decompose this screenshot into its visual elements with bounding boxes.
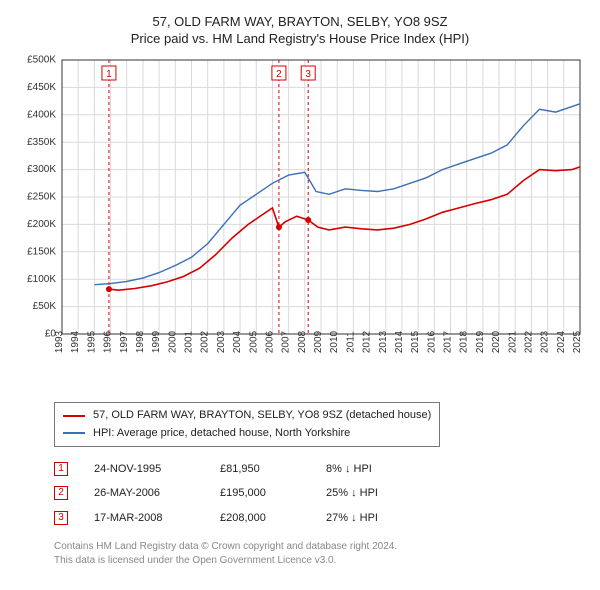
y-tick-label: £300K — [27, 164, 56, 175]
marker-number: 3 — [305, 69, 311, 80]
transaction-date: 26-MAY-2006 — [94, 481, 194, 505]
legend-row: 57, OLD FARM WAY, BRAYTON, SELBY, YO8 9S… — [63, 407, 431, 425]
chart-legend: 57, OLD FARM WAY, BRAYTON, SELBY, YO8 9S… — [54, 402, 440, 447]
y-tick-label: £100K — [27, 274, 56, 285]
transaction-price: £195,000 — [220, 481, 300, 505]
transaction-row: 3 17-MAR-2008 £208,000 27% ↓ HPI — [54, 506, 586, 530]
marker-dot — [276, 224, 282, 230]
transaction-row: 2 26-MAY-2006 £195,000 25% ↓ HPI — [54, 481, 586, 505]
y-tick-label: £450K — [27, 82, 56, 93]
y-tick-label: £350K — [27, 137, 56, 148]
y-tick-label: £200K — [27, 219, 56, 230]
transaction-hpi: 8% ↓ HPI — [326, 457, 416, 481]
legend-label: HPI: Average price, detached house, Nort… — [93, 425, 350, 443]
transaction-hpi: 25% ↓ HPI — [326, 481, 416, 505]
y-tick-label: £250K — [27, 192, 56, 203]
y-tick-label: £400K — [27, 109, 56, 120]
transaction-table: 1 24-NOV-1995 £81,950 8% ↓ HPI 2 26-MAY-2006 £… — [54, 457, 586, 530]
chart-title-block: 57, OLD FARM WAY, BRAYTON, SELBY, YO8 9S… — [14, 14, 586, 46]
transaction-hpi: 27% ↓ HPI — [326, 506, 416, 530]
marker-dot — [106, 286, 112, 292]
footnote: Contains HM Land Registry data © Crown c… — [54, 540, 586, 568]
transaction-price: £208,000 — [220, 506, 300, 530]
y-tick-label: £50K — [33, 301, 57, 312]
transaction-marker: 1 — [54, 462, 68, 476]
footnote-line1: Contains HM Land Registry data © Crown c… — [54, 540, 586, 554]
legend-label: 57, OLD FARM WAY, BRAYTON, SELBY, YO8 9S… — [93, 407, 431, 425]
chart-title-address: 57, OLD FARM WAY, BRAYTON, SELBY, YO8 9S… — [14, 14, 586, 29]
transaction-price: £81,950 — [220, 457, 300, 481]
transaction-marker: 2 — [54, 486, 68, 500]
chart-title-subtitle: Price paid vs. HM Land Registry's House … — [14, 31, 586, 46]
transaction-date: 24-NOV-1995 — [94, 457, 194, 481]
footnote-line2: This data is licensed under the Open Gov… — [54, 554, 586, 568]
transaction-row: 1 24-NOV-1995 £81,950 8% ↓ HPI — [54, 457, 586, 481]
marker-number: 1 — [106, 69, 112, 80]
y-tick-label: £150K — [27, 246, 56, 257]
legend-swatch — [63, 415, 85, 417]
price-chart: £0£50K£100K£150K£200K£250K£300K£350K£400… — [14, 54, 586, 394]
marker-dot — [305, 217, 311, 223]
y-tick-label: £500K — [27, 55, 56, 66]
legend-row: HPI: Average price, detached house, Nort… — [63, 425, 431, 443]
legend-swatch — [63, 432, 85, 434]
transaction-date: 17-MAR-2008 — [94, 506, 194, 530]
marker-number: 2 — [276, 69, 282, 80]
transaction-marker: 3 — [54, 511, 68, 525]
